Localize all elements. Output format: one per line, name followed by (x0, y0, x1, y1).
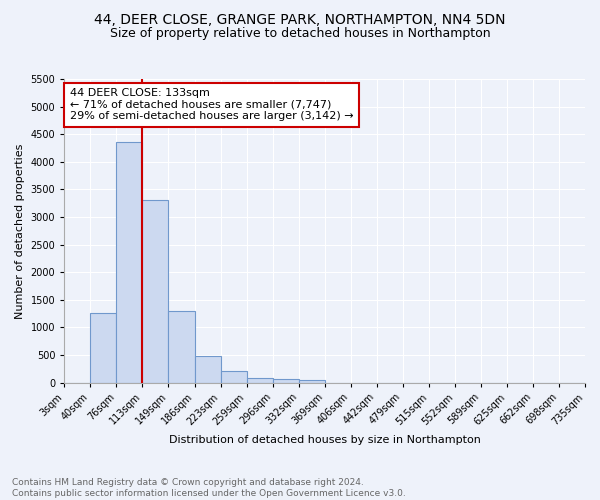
Text: 44 DEER CLOSE: 133sqm
← 71% of detached houses are smaller (7,747)
29% of semi-d: 44 DEER CLOSE: 133sqm ← 71% of detached … (70, 88, 353, 122)
Bar (142, 200, 169, 382)
Bar (91, 312, 116, 382)
Text: Size of property relative to detached houses in Northampton: Size of property relative to detached ho… (110, 28, 490, 40)
X-axis label: Distribution of detached houses by size in Northampton: Distribution of detached houses by size … (169, 435, 481, 445)
Bar (272, 380, 299, 382)
Bar (194, 356, 221, 382)
Bar (299, 380, 325, 382)
Text: Contains HM Land Registry data © Crown copyright and database right 2024.
Contai: Contains HM Land Registry data © Crown c… (12, 478, 406, 498)
Y-axis label: Number of detached properties: Number of detached properties (15, 143, 25, 318)
Bar (169, 312, 194, 382)
Bar (221, 371, 247, 382)
Text: 44, DEER CLOSE, GRANGE PARK, NORTHAMPTON, NN4 5DN: 44, DEER CLOSE, GRANGE PARK, NORTHAMPTON… (94, 12, 506, 26)
Bar (247, 378, 272, 382)
Bar (116, 142, 142, 382)
